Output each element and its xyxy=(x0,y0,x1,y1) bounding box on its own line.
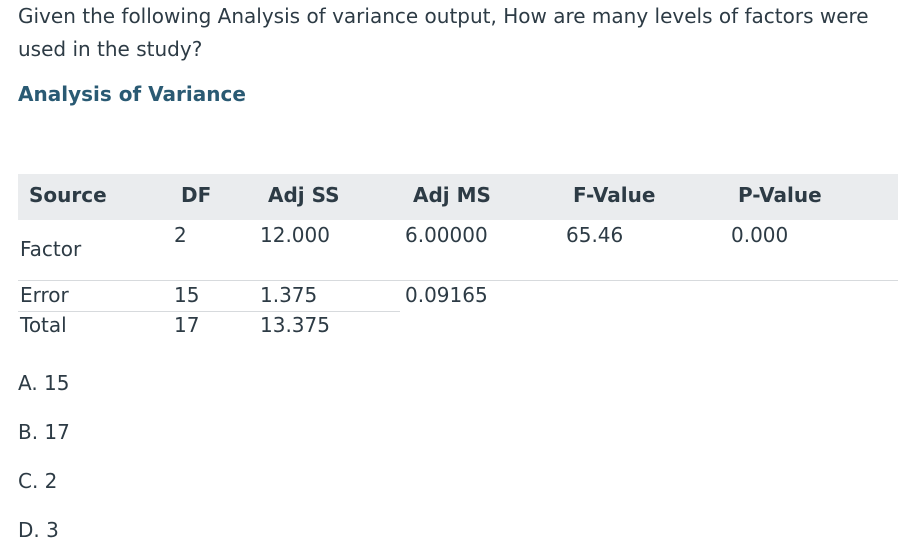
header-adj-ms: Adj MS xyxy=(413,183,491,207)
row-source: Total xyxy=(20,313,67,337)
header-source: Source xyxy=(29,183,107,207)
question-text: Given the following Analysis of variance… xyxy=(18,4,869,61)
section-title: Analysis of Variance xyxy=(18,82,246,106)
row-adj-ss: 13.375 xyxy=(260,313,330,337)
row-df: 15 xyxy=(174,283,200,307)
header-p-value: P-Value xyxy=(738,183,822,207)
option-d: D. 3 xyxy=(18,518,59,542)
row-divider xyxy=(18,280,898,281)
header-f-value: F-Value xyxy=(573,183,656,207)
row-source: Error xyxy=(20,283,69,307)
row-source: Factor xyxy=(20,237,82,261)
row-df: 17 xyxy=(174,313,200,337)
row-adj-ss: 1.375 xyxy=(260,283,318,307)
row-df: 2 xyxy=(174,223,187,247)
row-divider xyxy=(18,311,400,312)
row-adj-ss: 12.000 xyxy=(260,223,330,247)
table-header-row xyxy=(18,174,898,220)
option-b: B. 17 xyxy=(18,420,70,444)
row-p-value: 0.000 xyxy=(731,223,789,247)
header-df: DF xyxy=(181,183,212,207)
row-adj-ms: 6.00000 xyxy=(405,223,488,247)
row-adj-ms: 0.09165 xyxy=(405,283,488,307)
option-c: C. 2 xyxy=(18,469,58,493)
row-f-value: 65.46 xyxy=(566,223,624,247)
option-a: A. 15 xyxy=(18,371,70,395)
header-adj-ss: Adj SS xyxy=(268,183,340,207)
